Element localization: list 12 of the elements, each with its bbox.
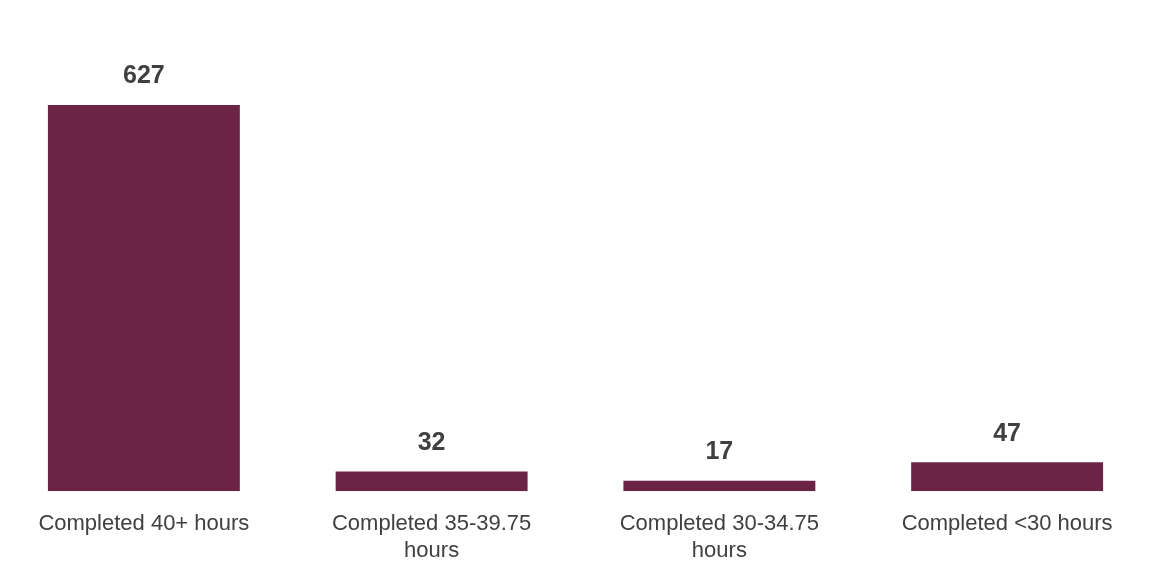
x-tick-label: Completed 40+ hours — [38, 510, 250, 536]
bar — [335, 471, 528, 492]
data-label: 17 — [705, 436, 734, 465]
data-label: 47 — [993, 417, 1022, 446]
bar — [47, 104, 240, 492]
x-tick-label: Completed 35-39.75 hours — [331, 510, 532, 562]
data-label: 627 — [123, 60, 165, 89]
bar — [911, 462, 1104, 492]
data-label: 32 — [417, 426, 446, 455]
bar — [623, 480, 816, 492]
x-tick-label: Completed 30-34.75 hours — [619, 510, 820, 562]
x-tick-label: Completed <30 hours — [901, 510, 1113, 536]
